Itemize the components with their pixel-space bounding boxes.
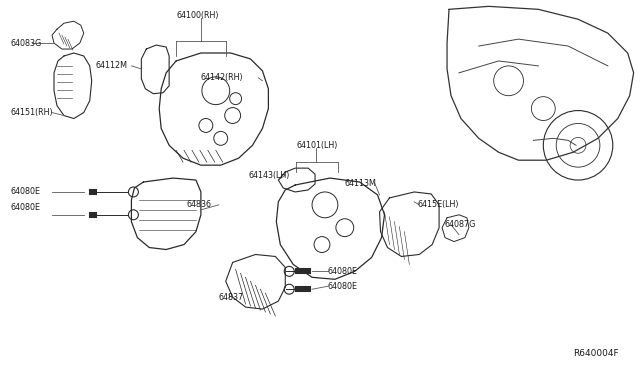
Text: 64080E: 64080E <box>10 187 40 196</box>
Text: 64087G: 64087G <box>444 220 476 229</box>
Text: R640004F: R640004F <box>573 349 619 358</box>
Text: 64151(RH): 64151(RH) <box>10 108 53 117</box>
Text: 64837: 64837 <box>219 293 244 302</box>
Text: 64080E: 64080E <box>328 267 358 276</box>
Text: 64112M: 64112M <box>96 61 128 70</box>
Text: 6415E(LH): 6415E(LH) <box>417 201 459 209</box>
Text: 64143(LH): 64143(LH) <box>248 171 290 180</box>
Text: 64101(LH): 64101(LH) <box>296 141 337 150</box>
Text: 64080E: 64080E <box>10 203 40 212</box>
Text: 64113M: 64113M <box>345 179 377 187</box>
Text: 64083G: 64083G <box>10 39 42 48</box>
Text: 64836: 64836 <box>186 201 211 209</box>
Text: 64100(RH): 64100(RH) <box>176 11 219 20</box>
Text: 64142(RH): 64142(RH) <box>201 73 244 82</box>
Text: 64080E: 64080E <box>328 282 358 291</box>
